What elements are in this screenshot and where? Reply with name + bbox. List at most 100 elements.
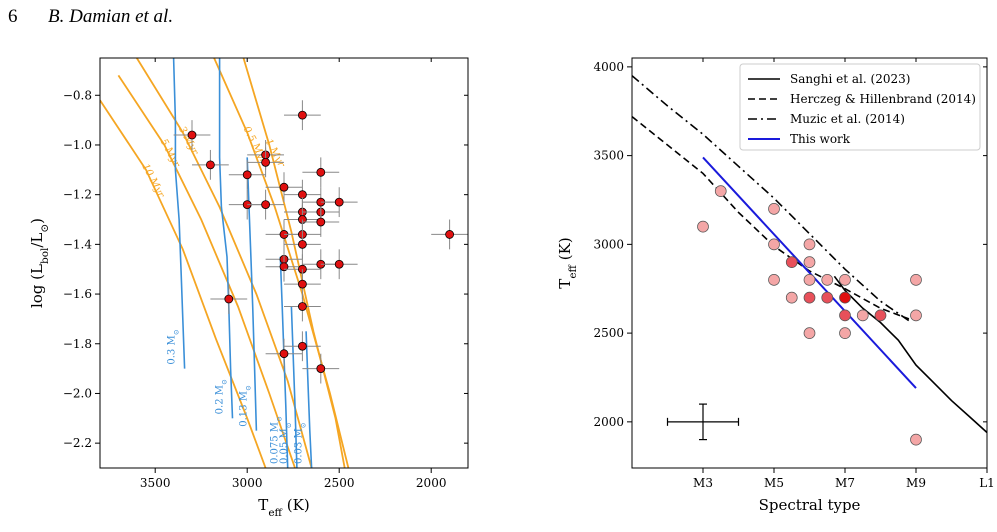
- point-marker: [445, 230, 455, 239]
- data-point: [302, 207, 340, 237]
- data-point: [785, 291, 798, 304]
- legend-entry: Sanghi et al. (2023): [790, 72, 910, 86]
- point-marker: [261, 157, 271, 167]
- mass-track-line: [305, 331, 313, 468]
- data-point: [768, 238, 780, 251]
- data-point: [247, 147, 284, 178]
- representative-error-bar: [666, 403, 740, 441]
- data-point: [302, 353, 340, 384]
- mass-track-label: 0.075 M⊙: [270, 416, 284, 464]
- point-marker: [279, 349, 289, 359]
- point-marker: [187, 130, 197, 140]
- point-marker: [316, 217, 326, 227]
- y-tick-label: −1.0: [63, 138, 92, 152]
- legend-entry: This work: [790, 132, 851, 146]
- y-axis-label: log (Lbol/L⊙): [28, 218, 51, 308]
- data-point: [228, 159, 266, 190]
- data-point: [839, 309, 851, 322]
- mass-track-label: 0.05 M⊙: [279, 422, 293, 464]
- mass-track-label: 0.3 M⊙: [167, 329, 181, 364]
- data-point: [284, 291, 321, 322]
- point-marker: [334, 259, 344, 269]
- data-point: [265, 251, 303, 282]
- data-point: [320, 187, 358, 218]
- x-tick-label: 2500: [324, 476, 355, 490]
- x-tick-label: L1: [979, 476, 995, 490]
- running-head-authors: B. Damian et al.: [48, 6, 174, 27]
- y-tick-label: 2500: [593, 326, 624, 340]
- point-marker: [224, 294, 234, 304]
- data-point: [803, 256, 816, 268]
- y-axis-label: Teff (K): [556, 237, 579, 288]
- plot-area-1: [632, 75, 987, 446]
- mass-track-label: 0.13 M⊙: [238, 385, 252, 427]
- y-tick-label: −1.6: [63, 287, 92, 301]
- y-tick-label: −1.4: [63, 237, 93, 251]
- point-marker: [297, 302, 307, 311]
- point-marker: [297, 341, 307, 351]
- point-marker: [297, 279, 307, 289]
- data-point: [874, 309, 887, 322]
- point-marker: [242, 170, 252, 180]
- data-point: [910, 274, 922, 286]
- model-line: [632, 75, 910, 322]
- point-marker: [297, 110, 307, 120]
- isochrone-label: 3 Myr: [176, 125, 200, 158]
- y-tick-label: 3000: [593, 237, 624, 251]
- x-tick-label: 2000: [416, 476, 447, 490]
- x-tick-label: M9: [906, 476, 926, 490]
- isochrone-label: 5 Myr: [158, 137, 182, 170]
- data-point: [785, 256, 798, 268]
- data-point: [839, 327, 851, 339]
- data-point: [265, 338, 303, 369]
- point-marker: [316, 364, 326, 374]
- page-number: 6: [8, 6, 18, 27]
- data-point: [265, 172, 303, 203]
- chart-1: M3 M5 M7 M9 L1 2000 2500 3000 3500 4000 Spectral t…: [556, 57, 995, 514]
- data-point: [697, 220, 709, 233]
- data-point: [803, 274, 816, 286]
- data-point: [821, 291, 834, 304]
- y-tick-label: −0.8: [63, 88, 92, 102]
- x-tick-label: M3: [693, 476, 713, 490]
- data-point: [803, 238, 816, 251]
- mass-track-line: [246, 157, 258, 431]
- mass-track-line: [218, 58, 234, 419]
- axes-frame-1: [631, 57, 988, 469]
- data-point: [284, 331, 321, 362]
- y-tick-label: −1.8: [63, 337, 92, 351]
- data-point: [192, 149, 229, 180]
- axes-frame-0: [99, 57, 469, 469]
- page-header: 6 B. Damian et al.: [0, 0, 997, 40]
- legend-entry: Herczeg & Hillenbrand (2014): [790, 92, 976, 106]
- x-tick-label: 3500: [140, 476, 171, 490]
- point-marker: [297, 239, 307, 249]
- model-line: [833, 275, 987, 434]
- legend: Sanghi et al. (2023) Herczeg & Hillenbran…: [739, 63, 981, 151]
- data-point: [768, 203, 780, 215]
- data-point: [173, 120, 211, 150]
- data-point: [714, 185, 727, 197]
- point-marker: [205, 160, 215, 170]
- isochrone-line: [100, 99, 267, 468]
- mass-track-line: [290, 306, 298, 468]
- x-tick-label: M7: [835, 476, 855, 490]
- point-marker: [261, 200, 271, 210]
- y-tick-label: −2.0: [63, 386, 92, 400]
- data-point: [210, 284, 248, 314]
- model-line: [702, 156, 917, 389]
- data-point: [803, 327, 816, 339]
- point-marker: [334, 197, 344, 207]
- data-point: [803, 291, 816, 304]
- x-axis-label: Teff (K): [258, 496, 309, 519]
- isochrone-label: 10 Myr: [139, 162, 166, 201]
- mass-track-label: 0.2 M⊙: [214, 379, 228, 414]
- y-tick-label: −2.2: [63, 436, 92, 450]
- x-tick-label: M5: [764, 476, 784, 490]
- isochrone-line: [117, 74, 296, 468]
- mass-track-label: 0.03 M⊙: [294, 422, 308, 464]
- data-point: [768, 274, 780, 286]
- data-point: [431, 219, 468, 250]
